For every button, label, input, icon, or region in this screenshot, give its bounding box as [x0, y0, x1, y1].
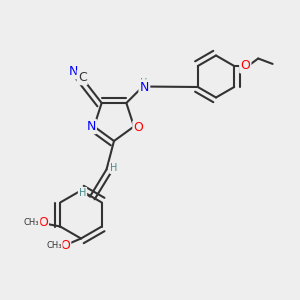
Text: H: H: [110, 163, 118, 173]
Text: C: C: [78, 71, 86, 84]
Text: N: N: [86, 120, 96, 133]
Text: CH₃: CH₃: [24, 218, 40, 227]
Text: O: O: [134, 122, 143, 134]
Text: H: H: [79, 188, 86, 198]
Text: N: N: [68, 65, 78, 78]
Text: N: N: [140, 81, 149, 94]
Text: O: O: [60, 239, 70, 252]
Text: O: O: [38, 216, 48, 229]
Text: H: H: [140, 78, 147, 88]
Text: CH₃: CH₃: [46, 241, 62, 250]
Text: O: O: [240, 59, 250, 72]
